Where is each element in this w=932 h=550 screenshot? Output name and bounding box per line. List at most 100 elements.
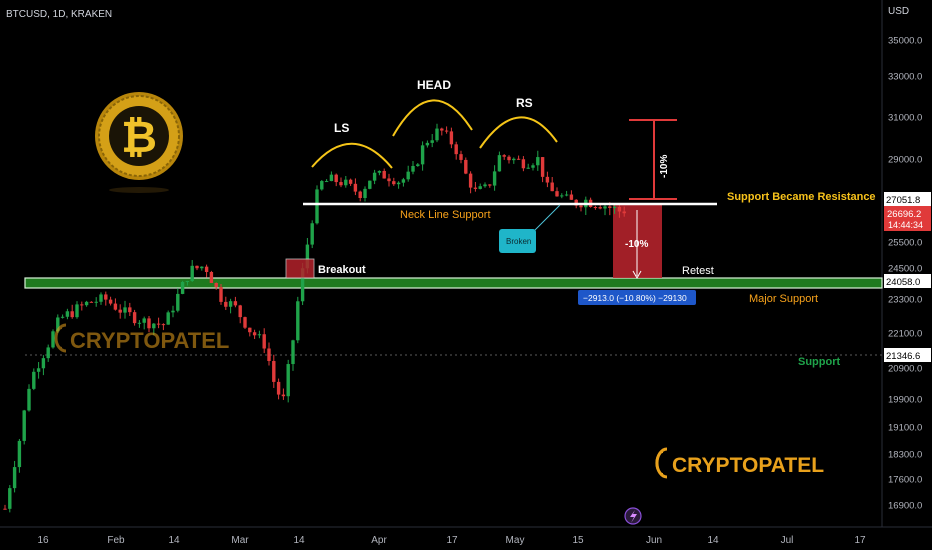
candle-body [262, 334, 266, 349]
candle-body [104, 294, 108, 300]
major-support-band [25, 278, 882, 288]
candle-body [272, 361, 276, 382]
breakout-label: Breakout [318, 264, 366, 276]
candle-body [497, 155, 502, 172]
candle-body [560, 195, 564, 197]
candle-body [166, 312, 170, 325]
candle-body [276, 381, 281, 395]
x-tick-label: May [506, 535, 525, 546]
x-tick-label: 14 [707, 535, 719, 546]
candle-body [488, 184, 492, 186]
x-tick-label: 16 [37, 535, 49, 546]
candle-body [65, 311, 70, 317]
candle-body [387, 178, 391, 182]
candle-body [324, 181, 329, 183]
candle-body [521, 159, 526, 169]
candle-body [190, 265, 194, 281]
candle-body [368, 180, 372, 189]
candle-body [545, 176, 550, 183]
candle-body [3, 508, 7, 510]
y-tick-label: 19100.0 [888, 423, 922, 434]
price-tag-27051-text: 27051.8 [886, 195, 920, 206]
candle-body [526, 167, 530, 169]
candle-body [89, 301, 94, 303]
candle-body [300, 268, 305, 302]
x-tick-label: Jun [646, 535, 662, 546]
candle-body [329, 174, 334, 182]
candle-body [459, 154, 463, 160]
candle-body [118, 309, 122, 313]
candle-body [468, 173, 473, 188]
candle-body [286, 364, 290, 397]
candle-body [401, 179, 406, 183]
candle-body [257, 334, 262, 336]
x-tick-label: 14 [168, 535, 180, 546]
currency-label: USD [888, 6, 909, 17]
candle-body [161, 324, 166, 326]
candle-body [84, 301, 89, 306]
candle-body [267, 348, 271, 362]
candle-body [464, 159, 468, 174]
candle-body [622, 211, 626, 214]
head-arc [392, 99, 473, 137]
candle-body [531, 165, 535, 168]
y-tick-label: 23300.0 [888, 295, 922, 306]
candle-body [228, 301, 233, 307]
candle-body [564, 194, 569, 196]
current-price-text: 26696.2 [887, 209, 921, 220]
symbol-title: BTCUSD, 1D, KRAKEN [6, 9, 112, 20]
candle-body [252, 332, 257, 336]
x-tick-label: Feb [107, 535, 125, 546]
bitcoin-coin-icon: ₿ [95, 92, 183, 193]
candle-body [27, 388, 31, 411]
candle-body [344, 179, 348, 186]
candle-body [305, 244, 310, 269]
candle-body [243, 317, 247, 328]
support-resistance-label: Support Became Resistance [727, 191, 876, 203]
svg-text:₿: ₿ [121, 113, 157, 162]
candle-body [224, 301, 228, 307]
candle-body [516, 158, 521, 160]
major-support-band-border [24, 277, 883, 289]
y-tick-label: 17600.0 [888, 475, 922, 486]
candle-body [593, 206, 598, 208]
candle-body [430, 140, 434, 143]
lightning-icon[interactable] [624, 507, 642, 525]
candle-body [46, 347, 50, 359]
candle-body [137, 322, 142, 324]
candle-body [204, 266, 209, 272]
candle-body [17, 440, 22, 468]
y-tick-label: 25500.0 [888, 238, 922, 249]
candle-body [41, 358, 46, 369]
candle-body [142, 318, 146, 323]
candle-body [185, 280, 190, 282]
candle-body [358, 191, 362, 199]
candle-body [440, 128, 444, 131]
rise-pct-label: -10% [659, 155, 670, 178]
x-tick-label: 15 [572, 535, 584, 546]
neckline-label: Neck Line Support [400, 209, 491, 221]
candle-body [219, 287, 223, 302]
candle-body [435, 128, 439, 141]
x-tick-label: 17 [446, 535, 458, 546]
measure-label: −2913.0 (−10.80%) −29130 [583, 293, 687, 303]
y-tick-label: 31000.0 [888, 113, 922, 124]
y-tick-label: 19900.0 [888, 395, 922, 406]
candle-body [507, 156, 511, 161]
price-tag-24058 [884, 274, 931, 288]
candle-body [171, 310, 175, 313]
candle-body [75, 304, 79, 318]
candle-body [51, 331, 55, 348]
candle-body [128, 307, 132, 313]
candle-body [152, 323, 156, 329]
candle-body [574, 199, 578, 206]
candle-body [608, 206, 612, 208]
candle-body [363, 188, 367, 199]
candle-body [502, 155, 506, 157]
y-tick-label: 22100.0 [888, 329, 922, 340]
candle-body [32, 371, 36, 389]
drop-arrow-head [632, 270, 642, 280]
candle-body [425, 142, 430, 146]
current-price-tag [884, 206, 931, 231]
